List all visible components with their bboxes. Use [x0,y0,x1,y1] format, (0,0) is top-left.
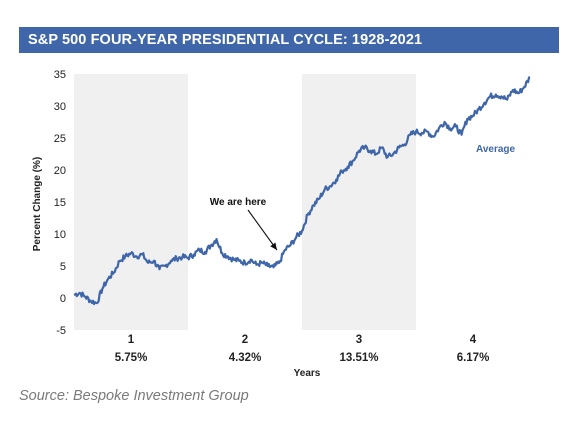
series-line-average [73,76,531,306]
y-tick-label: 15 [54,197,66,209]
year-percent-2: 4.32% [229,352,262,364]
source-note: Source: Bespoke Investment Group [19,388,249,404]
y-axis-ticks: -5 0 5 10 15 20 25 30 35 [54,69,66,337]
y-tick-label: 25 [54,133,66,145]
shaded-bands [74,74,416,330]
year-percent-4: 6.17% [457,352,490,364]
year-number-1: 1 [128,334,135,346]
y-tick-label: 0 [60,293,66,305]
y-axis-label: Percent Change (%) [32,157,43,251]
shaded-band-year-1 [74,74,188,330]
y-tick-label: 30 [54,101,66,113]
annotation-text: We are here [210,197,267,208]
year-number-2: 2 [242,334,248,346]
y-tick-label: 10 [54,229,66,241]
legend-average: Average [476,144,516,155]
year-labels: 1 5.75% 2 4.32% 3 13.51% 4 6.17% [115,334,490,364]
y-tick-label: -5 [56,325,66,337]
year-percent-1: 5.75% [115,352,148,364]
y-tick-label: 20 [54,165,66,177]
annotation: We are here [210,197,278,251]
x-axis-label: Years [294,368,321,379]
shaded-band-year-3 [302,74,416,330]
year-percent-3: 13.51% [339,352,378,364]
chart-title: S&P 500 FOUR-YEAR PRESIDENTIAL CYCLE: 19… [19,27,559,53]
y-tick-label: 5 [60,261,66,273]
year-number-4: 4 [470,334,477,346]
year-number-3: 3 [356,334,362,346]
annotation-arrow-line [247,209,278,251]
y-tick-label: 35 [54,69,66,81]
annotation-arrow-head [270,242,277,250]
